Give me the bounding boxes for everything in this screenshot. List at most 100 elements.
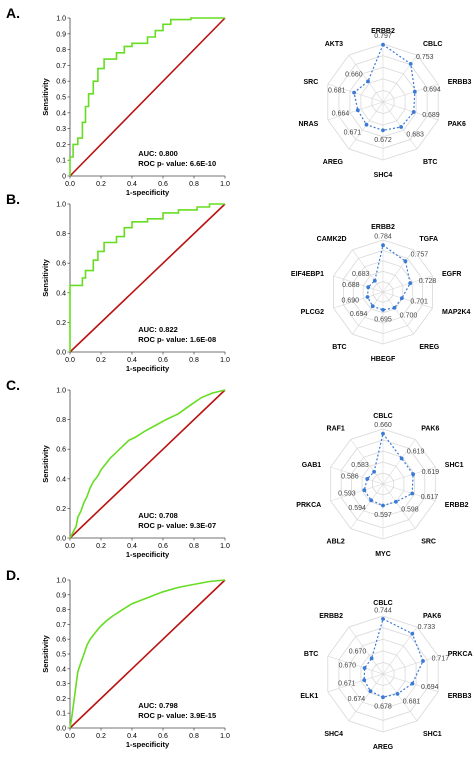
radar-value-label: 0.594 [348,505,366,512]
x-tick-label: 0.8 [189,733,199,740]
radar-axis-label: CAMK2D [317,236,347,243]
y-tick-label: 1.0 [56,578,66,585]
y-tick-label: 0.9 [56,31,66,38]
y-tick-label: 0.0 [56,350,66,357]
radar-value-label: 0.753 [416,54,434,61]
radar-value-label: 0.694 [423,86,441,93]
radar-point [372,469,376,474]
x-tick-label: 0.4 [127,181,137,188]
y-tick-label: 0.6 [56,261,66,268]
y-tick-label: 1.0 [56,16,66,23]
radar-axis-label: BTC [423,159,437,166]
y-tick-label: 0.5 [56,652,66,659]
x-tick-label: 0.4 [127,733,137,740]
y-tick-label: 0.6 [56,79,66,86]
radar-value-label: 0.757 [411,252,429,259]
y-tick-label: 0.8 [56,47,66,54]
radar-point [381,503,385,508]
radar-series-line [353,43,416,131]
radar-point [355,108,360,113]
radar-spoke [382,673,439,693]
radar-value-label: 0.660 [345,72,363,79]
panel-letter: D. [6,567,20,583]
radar-spoke [382,655,439,675]
radar-point [421,659,425,663]
roc-curve [69,389,226,539]
radar-value-label: 0.664 [332,111,350,118]
radar-point [362,488,367,492]
radar-axis-label: PLCG2 [301,309,324,316]
radar-point [381,431,385,436]
radar-spoke [330,483,384,502]
y-tick-label: 0.0 [56,726,66,733]
radar-point [365,295,370,299]
x-tick-label: 1.0 [220,181,230,188]
roc-plot: 0.0 0.2 0.4 0.6 0.8 1.0 0 0.1 0.2 0.3 0.4 0.5 0.6 0.7… [41,16,230,198]
radar-value-label: 0.670 [339,663,357,670]
radar-spoke [333,291,384,309]
x-tick-label: 0.0 [65,181,75,188]
x-tick-label: 0.2 [96,733,106,740]
radar-value-label: 0.593 [338,490,356,497]
radar-value-label: 0.728 [419,278,437,285]
y-tick-label: 0.7 [56,63,66,70]
radar-point [410,681,415,686]
radar-value-label: 0.597 [374,512,392,519]
x-axis-title: 1-specificity [126,188,170,197]
panel-letter: B. [6,191,20,207]
radar-point [412,89,417,94]
roc-curve [69,203,225,352]
roc-p-value-label: ROC p- value: 1.6E-08 [138,335,216,344]
roc-p-value-label: ROC p- value: 6.6E-10 [138,159,216,168]
x-tick-label: 1.0 [220,357,230,364]
y-tick-label: 0.4 [56,110,66,117]
y-tick-label: 0.5 [56,95,66,102]
radar-plot: 0.784 0.757 0.728 0.701 0.700 0.695 0.694 0.690… [291,224,471,363]
y-tick-label: 0.0 [56,536,66,543]
radar-value-label: 0.694 [421,684,439,691]
auc-label: AUC: 0.708 [138,511,178,520]
radar-axis-label: EGFR [442,271,461,278]
radar-axis-label: AKT3 [325,41,343,48]
x-tick-label: 0.8 [189,543,199,550]
y-axis-title: Sensitivity [41,444,50,482]
radar-series-line [363,432,414,507]
radar-axis-label: CBLC [373,413,392,420]
x-tick-label: 0.0 [65,733,75,740]
radar-value-label: 0.619 [407,449,425,456]
reference-diagonal [69,579,226,729]
radar-value-label: 0.617 [421,494,439,501]
radar-axis-label: SHC1 [423,731,442,738]
radar-axis-label: RAF1 [327,425,345,432]
radar-value-label: 0.695 [374,316,392,323]
radar-axis-label: ERBB2 [371,224,395,231]
y-axis-title: Sensitivity [41,258,50,296]
radar-point [392,305,397,310]
radar-plot: 0.744 0.733 0.717 0.694 0.681 0.678 0.674 0.671… [300,600,472,751]
radar-point [399,456,404,461]
radar-value-label: 0.690 [341,297,359,304]
y-axis-title: Sensitivity [41,634,50,672]
radar-point [370,304,375,309]
x-tick-label: 0.2 [96,357,106,364]
auc-label: AUC: 0.822 [138,325,178,334]
panel-letter: C. [6,377,20,393]
radar-point [381,243,385,248]
y-tick-label: 0.7 [56,622,66,629]
radar-value-label: 0.683 [406,132,424,139]
radar-spoke [348,673,384,722]
radar-point [366,285,371,290]
radar-axis-label: MAP2K4 [442,309,471,316]
x-tick-label: 0.8 [189,357,199,364]
radar-axis-label: EREG [419,344,439,351]
radar-spoke [382,291,414,335]
radar-axis-label: ERBB2 [371,28,395,35]
radar-point [403,259,408,264]
radar-axis-label: ELK1 [300,693,318,700]
radar-point [411,472,415,477]
radar-axis-label: AREG [373,744,394,751]
y-tick-label: 0.8 [56,231,66,238]
y-tick-label: 0.3 [56,126,66,133]
x-tick-label: 0.2 [96,181,106,188]
radar-point [369,656,374,661]
